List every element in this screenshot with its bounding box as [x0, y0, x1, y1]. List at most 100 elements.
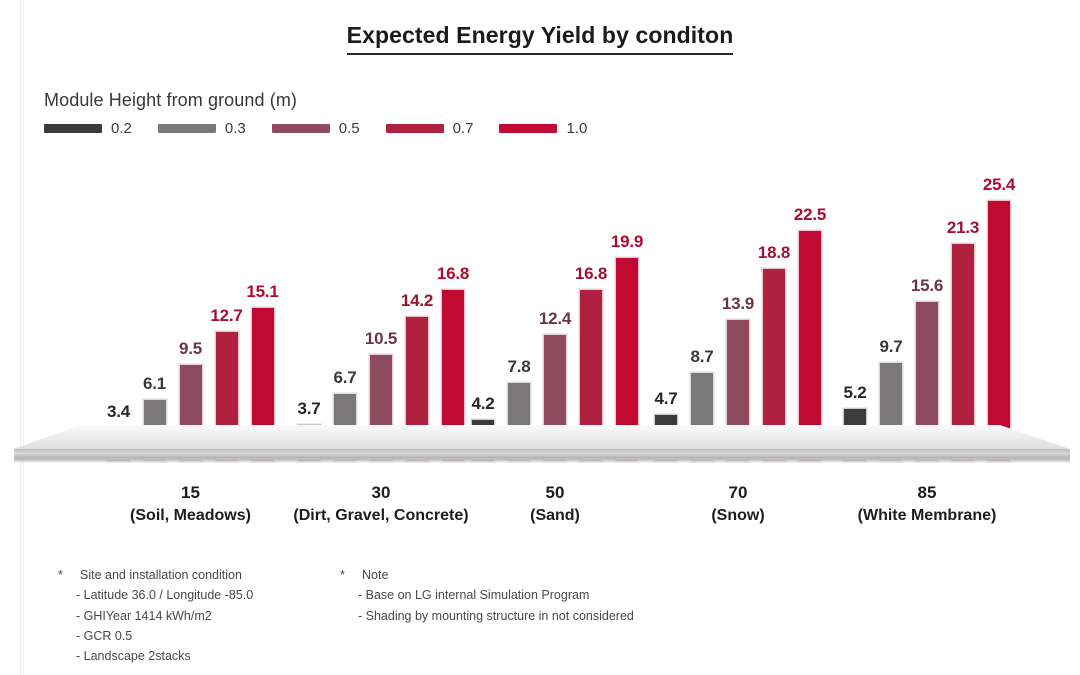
bar-85-0.7[interactable]: 21.3 — [947, 218, 979, 462]
bar-groups: 3.4 6.1 9.5 12.7 15.1 3.7 6.7 10.5 14.2 16.8 4.2 7.… — [0, 150, 1080, 462]
bar-value-label: 12.7 — [210, 306, 243, 326]
bar-value-label: 6.7 — [333, 368, 357, 388]
bar-85-0.5[interactable]: 15.6 — [911, 276, 943, 462]
bar-value-label: 18.8 — [757, 243, 791, 263]
bar-group-70: 4.7 8.7 13.9 18.8 22.5 — [640, 150, 836, 462]
footnote-right-star: * — [340, 568, 345, 582]
bar-50-0.2[interactable]: 4.2 — [471, 394, 495, 462]
bar-value-label: 13.9 — [721, 293, 755, 313]
bar-15-0.2[interactable]: 3.4 — [106, 402, 131, 462]
bar-slot: 8.7 — [684, 150, 720, 462]
bar-value-label: 25.4 — [982, 175, 1016, 195]
bar-50-0.5[interactable]: 12.4 — [539, 309, 571, 462]
legend-swatch-icon-1.0 — [499, 124, 558, 133]
bar-15-0.7[interactable]: 12.7 — [210, 306, 243, 462]
footnote-right: * Note - Base on LG internal Simulation … — [340, 565, 634, 626]
bar-30-0.7[interactable]: 14.2 — [401, 291, 433, 462]
legend-item-label: 1.0 — [566, 120, 588, 137]
bar-value-label: 7.8 — [507, 356, 531, 376]
footnote-left-star: * — [58, 568, 63, 582]
legend-item-label: 0.7 — [452, 120, 474, 137]
category-value: 85 — [917, 483, 937, 502]
bar-slot: 4.7 — [648, 150, 684, 462]
bar-50-0.7[interactable]: 16.8 — [575, 264, 607, 462]
bar-slot: 22.5 — [792, 150, 828, 462]
bar-30-0.2[interactable]: 3.7 — [297, 399, 321, 462]
bar-slot: 25.4 — [981, 150, 1017, 462]
legend-swatch-icon-0.7 — [385, 124, 444, 133]
bar-value-label: 19.9 — [610, 232, 644, 252]
bar-70-0.2[interactable]: 4.7 — [654, 389, 678, 462]
bar-slot: 6.1 — [137, 150, 173, 462]
bar-slot: 3.7 — [291, 150, 327, 462]
bar-15-0.5[interactable]: 9.5 — [178, 339, 203, 462]
legend-item-0.2[interactable]: 0.2 — [44, 120, 132, 137]
footnote-left-line-1: - GHIYear 1414 kWh/m2 — [76, 608, 212, 623]
bar-slot: 9.5 — [173, 150, 209, 462]
bar-group-30: 3.7 6.7 10.5 14.2 16.8 — [275, 150, 487, 462]
bar-85-0.2[interactable]: 5.2 — [843, 383, 867, 462]
bar-group-85: 5.2 9.7 15.6 21.3 25.4 — [822, 150, 1032, 462]
bar-value-label: 15.6 — [910, 276, 944, 296]
category-label-30: 30 (Dirt, Gravel, Concrete) — [275, 482, 487, 527]
category-sublabel: (Sand) — [530, 506, 580, 524]
bar-85-1.0[interactable]: 25.4 — [983, 175, 1015, 462]
bar-70-0.5[interactable]: 13.9 — [722, 294, 754, 462]
legend-swatch-icon-0.2 — [44, 124, 102, 133]
category-label-85: 85 (White Membrane) — [822, 482, 1032, 527]
bar-slot: 9.7 — [873, 150, 909, 462]
bar-slot: 3.4 — [101, 150, 137, 462]
bar-value-label: 16.8 — [574, 264, 608, 284]
bar-50-1.0[interactable]: 19.9 — [611, 232, 643, 462]
bar-value-label: 4.7 — [654, 388, 678, 408]
footnote-left-heading-row: * Site and installation condition — [58, 565, 253, 585]
bar-value-label: 14.2 — [400, 290, 434, 310]
bar-group-50: 4.2 7.8 12.4 16.8 19.9 — [457, 150, 653, 462]
bar-70-0.7[interactable]: 18.8 — [758, 243, 790, 462]
bar-15-1.0[interactable]: 15.1 — [246, 282, 279, 462]
bar-value-label: 22.5 — [793, 205, 827, 225]
bar-30-0.3[interactable]: 6.7 — [333, 368, 357, 462]
legend-item-1.0[interactable]: 1.0 — [499, 120, 587, 137]
bar-value-label: 9.5 — [178, 339, 203, 359]
bar-slot: 21.3 — [945, 150, 981, 462]
footnote-right-line-1: - Shading by mounting structure in not c… — [358, 608, 634, 623]
bar-value-label: 3.4 — [106, 402, 131, 421]
page-title: Expected Energy Yield by conditon — [346, 22, 734, 55]
footnote-left: * Site and installation condition - Lati… — [58, 565, 253, 666]
legend-item-0.7[interactable]: 0.7 — [385, 120, 474, 137]
footnote-left-line-3: - Landscape 2stacks — [76, 649, 191, 663]
bar-slot: 15.6 — [909, 150, 945, 462]
category-value: 30 — [371, 483, 391, 502]
bar-slot: 12.7 — [209, 150, 245, 462]
left-frame-line — [20, 0, 21, 675]
legend-item-0.5[interactable]: 0.5 — [271, 120, 360, 137]
bar-value-label: 9.7 — [879, 337, 903, 357]
legend-item-0.3[interactable]: 0.3 — [157, 120, 246, 137]
bar-30-0.5[interactable]: 10.5 — [365, 329, 397, 462]
bar-slot: 5.2 — [837, 150, 873, 462]
bar-value-label: 5.2 — [843, 383, 867, 403]
bar-value-label: 4.2 — [471, 393, 495, 413]
bar-70-0.3[interactable]: 8.7 — [690, 347, 714, 462]
bar-70-1.0[interactable]: 22.5 — [794, 205, 826, 462]
bar-value-label: 16.8 — [436, 264, 470, 284]
category-value: 50 — [545, 483, 565, 502]
bar-slot: 13.9 — [720, 150, 756, 462]
bar-slot: 12.4 — [537, 150, 573, 462]
legend-item-label: 0.2 — [111, 120, 132, 137]
bar-85-0.3[interactable]: 9.7 — [879, 337, 903, 462]
bar-50-0.3[interactable]: 7.8 — [507, 357, 531, 462]
footnote-right-heading-row: * Note — [340, 565, 634, 585]
category-value: 15 — [181, 483, 200, 502]
bar-value-label: 6.1 — [142, 374, 167, 394]
bar-15-0.3[interactable]: 6.1 — [142, 374, 167, 462]
footnote-left-line-2: - GCR 0.5 — [76, 628, 133, 643]
bar-slot: 7.8 — [501, 150, 537, 462]
legend-swatch-icon-0.5 — [271, 124, 330, 133]
bar-value-label: 12.4 — [538, 309, 572, 329]
bar-value-label: 8.7 — [690, 347, 714, 367]
footnote-left-line-0: - Latitude 36.0 / Longitude -85.0 — [76, 588, 254, 603]
plot-area: 3.4 6.1 9.5 12.7 15.1 3.7 6.7 10.5 14.2 16.8 4.2 7.… — [0, 150, 1080, 462]
